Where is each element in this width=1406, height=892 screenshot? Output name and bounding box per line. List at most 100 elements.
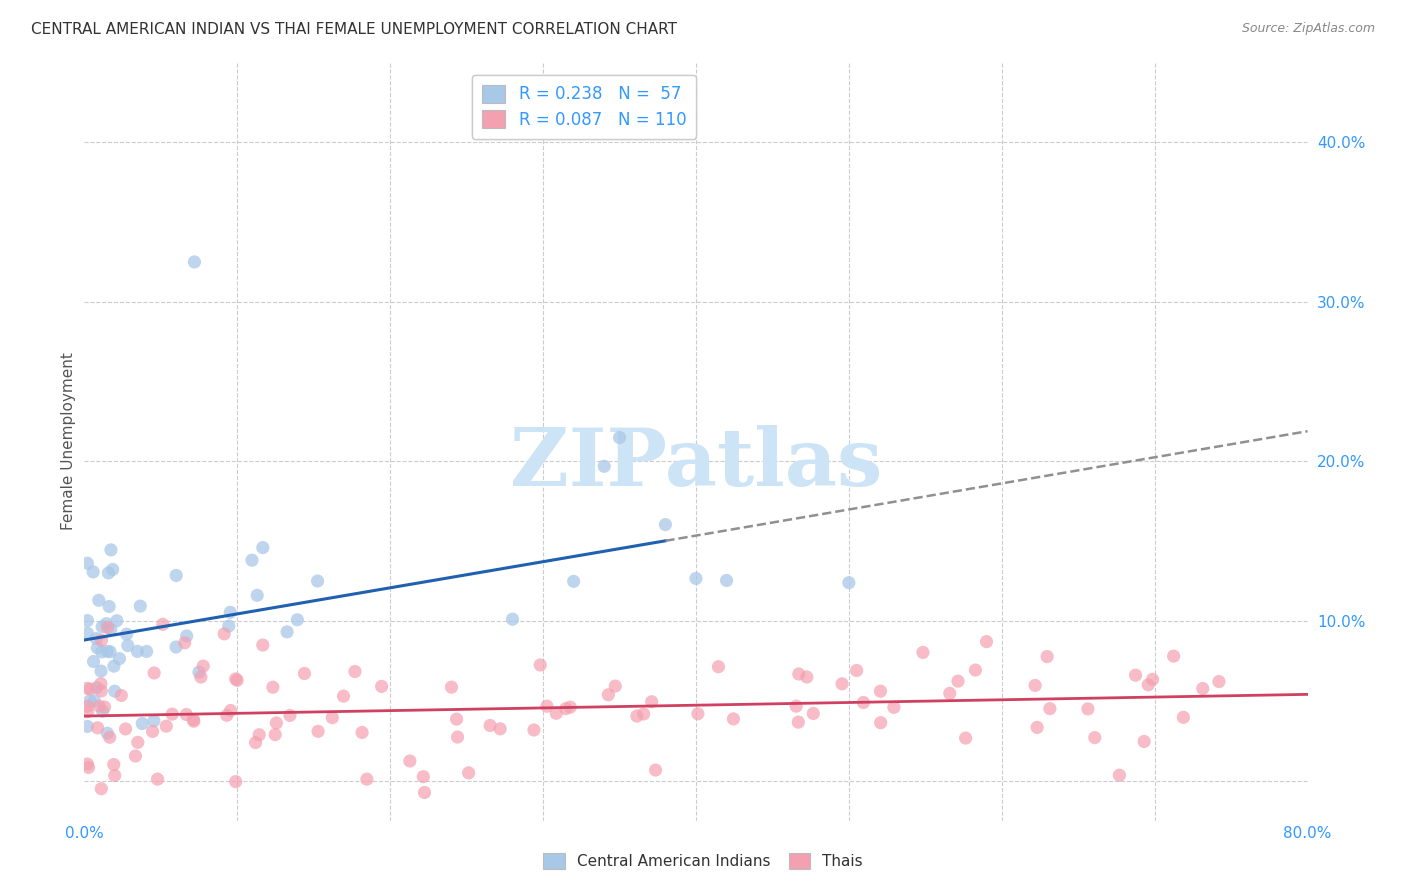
Point xyxy=(225,672,247,686)
Point xyxy=(100,542,122,557)
Point xyxy=(146,772,169,786)
Point xyxy=(188,665,211,679)
Point xyxy=(502,612,524,626)
Point xyxy=(1039,701,1062,715)
Point xyxy=(98,645,121,659)
Point xyxy=(640,695,662,709)
Text: Source: ZipAtlas.com: Source: ZipAtlas.com xyxy=(1241,22,1375,36)
Point xyxy=(554,701,576,715)
Point xyxy=(103,659,125,673)
Point xyxy=(82,565,104,579)
Point xyxy=(605,679,627,693)
Point xyxy=(176,629,198,643)
Point xyxy=(108,651,131,665)
Point xyxy=(370,679,392,693)
Point xyxy=(307,724,329,739)
Point xyxy=(413,785,436,799)
Point xyxy=(869,684,891,698)
Point xyxy=(103,757,125,772)
Point xyxy=(98,731,121,745)
Point xyxy=(686,706,709,721)
Point xyxy=(398,754,420,768)
Point xyxy=(546,706,568,721)
Point xyxy=(609,431,631,445)
Point xyxy=(142,714,165,728)
Point xyxy=(183,714,205,729)
Point xyxy=(294,666,316,681)
Legend: R = 0.238   N =  57, R = 0.087   N = 110: R = 0.238 N = 57, R = 0.087 N = 110 xyxy=(472,75,696,138)
Point xyxy=(212,627,235,641)
Point xyxy=(838,575,860,590)
Point xyxy=(76,681,98,696)
Point xyxy=(593,459,616,474)
Point xyxy=(91,620,114,634)
Point xyxy=(110,689,132,703)
Point xyxy=(1191,681,1213,696)
Point xyxy=(716,574,738,588)
Point xyxy=(98,599,121,614)
Point xyxy=(114,722,136,736)
Point xyxy=(131,716,153,731)
Point xyxy=(1173,710,1195,724)
Legend: Central American Indians, Thais: Central American Indians, Thais xyxy=(537,847,869,875)
Point xyxy=(87,593,110,607)
Point xyxy=(911,645,934,659)
Point xyxy=(190,670,212,684)
Point xyxy=(76,699,98,714)
Point xyxy=(598,688,620,702)
Point xyxy=(183,713,205,727)
Point xyxy=(1125,668,1147,682)
Point xyxy=(946,674,969,689)
Point xyxy=(96,726,118,740)
Point xyxy=(845,664,868,678)
Point xyxy=(86,681,108,695)
Point xyxy=(869,715,891,730)
Point xyxy=(124,749,146,764)
Point xyxy=(104,684,127,698)
Point xyxy=(976,634,998,648)
Point xyxy=(245,735,267,749)
Text: ZIPatlas: ZIPatlas xyxy=(510,425,882,503)
Point xyxy=(343,665,366,679)
Point xyxy=(1077,702,1099,716)
Point xyxy=(160,707,183,722)
Point xyxy=(252,638,274,652)
Point xyxy=(278,708,301,723)
Point xyxy=(90,684,112,698)
Point xyxy=(787,667,810,681)
Point xyxy=(76,626,98,640)
Point xyxy=(127,644,149,658)
Point xyxy=(440,680,463,694)
Point xyxy=(787,715,810,730)
Point xyxy=(219,606,242,620)
Text: CENTRAL AMERICAN INDIAN VS THAI FEMALE UNEMPLOYMENT CORRELATION CHART: CENTRAL AMERICAN INDIAN VS THAI FEMALE U… xyxy=(31,22,676,37)
Point xyxy=(1084,731,1107,745)
Point xyxy=(86,721,108,735)
Point xyxy=(76,757,98,772)
Point xyxy=(129,599,152,613)
Point xyxy=(1024,678,1046,692)
Point xyxy=(723,712,745,726)
Point xyxy=(97,620,120,634)
Point xyxy=(86,640,108,655)
Point xyxy=(457,765,479,780)
Point xyxy=(83,694,105,708)
Point xyxy=(1026,720,1049,734)
Point xyxy=(100,623,122,637)
Point xyxy=(965,663,987,677)
Point xyxy=(193,659,215,673)
Point xyxy=(91,704,114,718)
Point xyxy=(785,699,807,714)
Point xyxy=(240,553,263,567)
Point xyxy=(352,725,374,739)
Point xyxy=(1142,673,1164,687)
Point xyxy=(135,644,157,658)
Point xyxy=(90,781,112,796)
Point xyxy=(529,657,551,672)
Point xyxy=(644,763,666,777)
Point xyxy=(96,616,118,631)
Point xyxy=(1108,768,1130,782)
Point xyxy=(446,712,468,726)
Point xyxy=(117,639,139,653)
Point xyxy=(852,696,875,710)
